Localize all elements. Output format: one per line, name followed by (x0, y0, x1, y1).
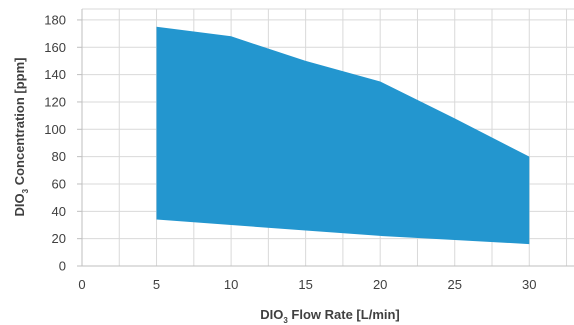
y-tick-label: 100 (44, 122, 66, 137)
y-tick-label: 120 (44, 94, 66, 109)
x-tick-label: 15 (298, 277, 312, 292)
x-tick-label: 10 (224, 277, 238, 292)
y-tick-label: 0 (59, 259, 66, 274)
tick-labels: 0 20 40 60 80 100 120 140 160 180 0 5 10 15 20 25 30 (44, 12, 536, 292)
y-tick-label: 80 (52, 149, 66, 164)
x-tick-label: 20 (373, 277, 387, 292)
y-tick-label: 40 (52, 204, 66, 219)
concentration-band-area (156, 26, 530, 245)
x-tick-label: 5 (153, 277, 160, 292)
x-axis-title: DIO3 Flow Rate [L/min] (260, 307, 400, 325)
x-tick-label: 25 (447, 277, 461, 292)
y-tick-label: 180 (44, 12, 66, 27)
y-tick-label: 160 (44, 40, 66, 55)
x-tick-label: 30 (522, 277, 536, 292)
y-tick-label: 60 (52, 176, 66, 191)
y-tick-label: 20 (52, 231, 66, 246)
y-axis-title: DIO3 Concentration [ppm] (12, 57, 30, 216)
x-tick-label: 0 (78, 277, 85, 292)
y-tick-label: 140 (44, 67, 66, 82)
axes (77, 9, 574, 267)
